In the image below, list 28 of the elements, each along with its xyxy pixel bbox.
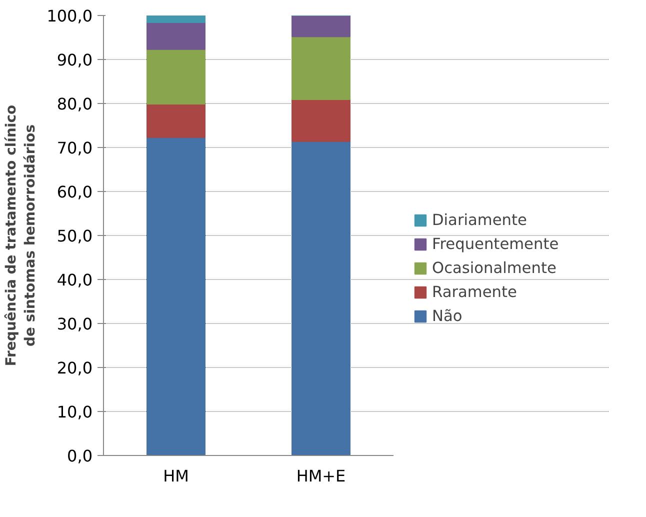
y-tick-label: 10,0 [56,402,92,422]
y-tick-label: 50,0 [56,226,92,246]
y-tick-label: 0,0 [67,446,93,466]
legend-label: Frequentemente [432,235,559,253]
y-tick-label: 80,0 [56,94,92,114]
y-axis-title: Frequência de tratamento clínico de sintomas hemorroidários [3,104,39,366]
bar [146,16,206,24]
bar [292,140,350,456]
y-tick-label: 40,0 [56,270,92,290]
y-tick-label: 100,0 [46,6,93,26]
bar [146,22,206,50]
y-tick-label: 90,0 [56,50,92,70]
x-tick-label: HM [163,466,189,486]
y-tick-label: 70,0 [56,138,92,158]
legend-label: Não [432,307,462,325]
y-tick-label: 20,0 [56,358,92,378]
bar [146,48,206,104]
legend-label: Raramente [432,283,517,301]
bar [292,99,350,142]
legend-label: Diariamente [432,211,527,229]
bar [292,36,350,100]
y-tick-label: 60,0 [56,182,92,202]
bar [146,136,206,456]
y-tick-label: 30,0 [56,314,92,334]
x-tick-label: HM+E [296,466,346,486]
bar [146,103,206,138]
bar [292,16,350,38]
legend-label: Ocasionalmente [432,259,556,277]
